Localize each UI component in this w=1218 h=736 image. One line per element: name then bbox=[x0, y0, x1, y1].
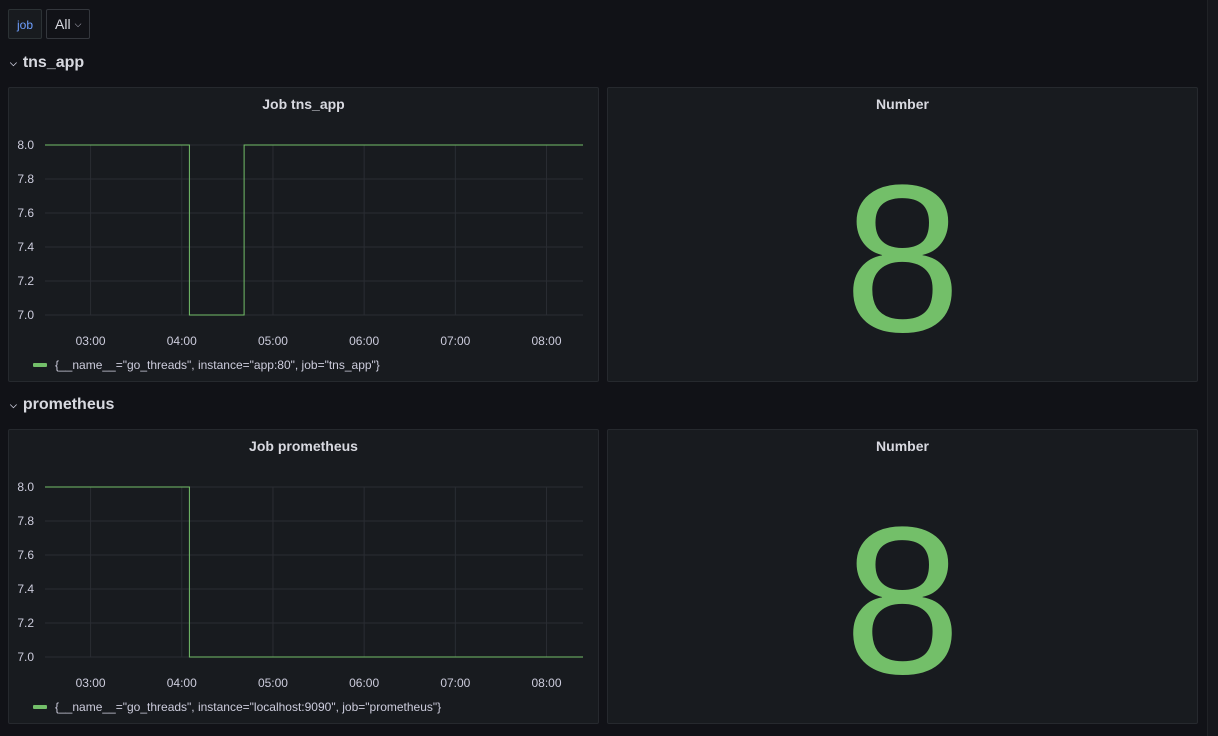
chevron-down-icon: ⌵ bbox=[10, 57, 17, 68]
y-tick-label: 7.2 bbox=[17, 616, 34, 630]
x-tick-label: 07:00 bbox=[440, 334, 470, 348]
stat-panel-prometheus[interactable]: Number 8 bbox=[607, 429, 1198, 724]
panel-title: Job prometheus bbox=[249, 438, 358, 454]
row-header-prometheus[interactable]: ⌵ prometheus bbox=[10, 396, 114, 414]
chevron-down-icon: ⌵ bbox=[74, 19, 82, 29]
x-tick-label: 05:00 bbox=[258, 334, 288, 348]
x-tick-label: 04:00 bbox=[167, 334, 197, 348]
series-line bbox=[45, 144, 583, 316]
scrollbar-track[interactable] bbox=[1207, 0, 1218, 736]
x-tick-label: 03:00 bbox=[76, 676, 106, 690]
y-tick-label: 8.0 bbox=[17, 138, 34, 152]
stat-value: 8 bbox=[844, 141, 961, 376]
stat-value: 8 bbox=[844, 483, 961, 718]
x-tick-label: 06:00 bbox=[349, 334, 379, 348]
series-line bbox=[45, 486, 583, 658]
time-series-chart: 7.0 7.2 7.4 7.6 7.8 8.0 03:00 04:00 05:00 06:00 07… bbox=[17, 138, 583, 348]
legend-color-swatch bbox=[33, 363, 47, 367]
x-tick-label: 07:00 bbox=[440, 676, 470, 690]
x-tick-label: 04:00 bbox=[167, 676, 197, 690]
y-tick-label: 7.8 bbox=[17, 514, 34, 528]
x-tick-label: 08:00 bbox=[532, 334, 562, 348]
y-tick-label: 7.6 bbox=[17, 206, 34, 220]
legend-item[interactable]: {__name__="go_threads", instance="localh… bbox=[33, 700, 441, 714]
y-tick-label: 7.4 bbox=[17, 582, 34, 596]
panel-title: Number bbox=[876, 438, 929, 454]
x-tick-label: 05:00 bbox=[258, 676, 288, 690]
job-variable-label: job bbox=[8, 9, 43, 39]
y-tick-label: 7.6 bbox=[17, 548, 34, 562]
panel-title: Job tns_app bbox=[262, 96, 345, 112]
chevron-down-icon: ⌵ bbox=[10, 399, 17, 410]
row-title: prometheus bbox=[22, 396, 115, 413]
variable-bar: job All ⌵ bbox=[8, 9, 91, 39]
stat-panel-tns-app[interactable]: Number 8 bbox=[607, 87, 1198, 382]
panel-title: Number bbox=[876, 96, 929, 112]
y-tick-label: 7.2 bbox=[17, 274, 34, 288]
x-tick-label: 06:00 bbox=[349, 676, 379, 690]
y-tick-label: 7.8 bbox=[17, 172, 34, 186]
row-header-tns-app[interactable]: ⌵ tns_app bbox=[10, 54, 84, 72]
x-tick-label: 08:00 bbox=[532, 676, 562, 690]
x-tick-label: 03:00 bbox=[76, 334, 106, 348]
legend-color-swatch bbox=[33, 705, 47, 709]
job-variable-select[interactable]: All ⌵ bbox=[46, 9, 91, 39]
time-series-chart: 7.0 7.2 7.4 7.6 7.8 8.0 03:00 04:00 05:00 06:00 07… bbox=[17, 480, 583, 690]
graph-panel-tns-app[interactable]: Job tns_app 7.0 7.2 7.4 7.6 7.8 8.0 03:00 04:00… bbox=[8, 87, 599, 382]
y-tick-label: 7.0 bbox=[17, 650, 34, 664]
graph-panel-prometheus[interactable]: Job prometheus 7.0 7.2 7.4 7.6 7.8 8.0 03:00 04… bbox=[8, 429, 599, 724]
y-tick-label: 7.4 bbox=[17, 240, 34, 254]
legend-label: {__name__="go_threads", instance="app:80… bbox=[55, 358, 380, 372]
y-tick-label: 8.0 bbox=[17, 480, 34, 494]
job-variable-value: All bbox=[55, 16, 71, 32]
y-tick-label: 7.0 bbox=[17, 308, 34, 322]
legend-label: {__name__="go_threads", instance="localh… bbox=[55, 700, 442, 714]
row-title: tns_app bbox=[22, 54, 85, 71]
legend-item[interactable]: {__name__="go_threads", instance="app:80… bbox=[33, 358, 380, 372]
